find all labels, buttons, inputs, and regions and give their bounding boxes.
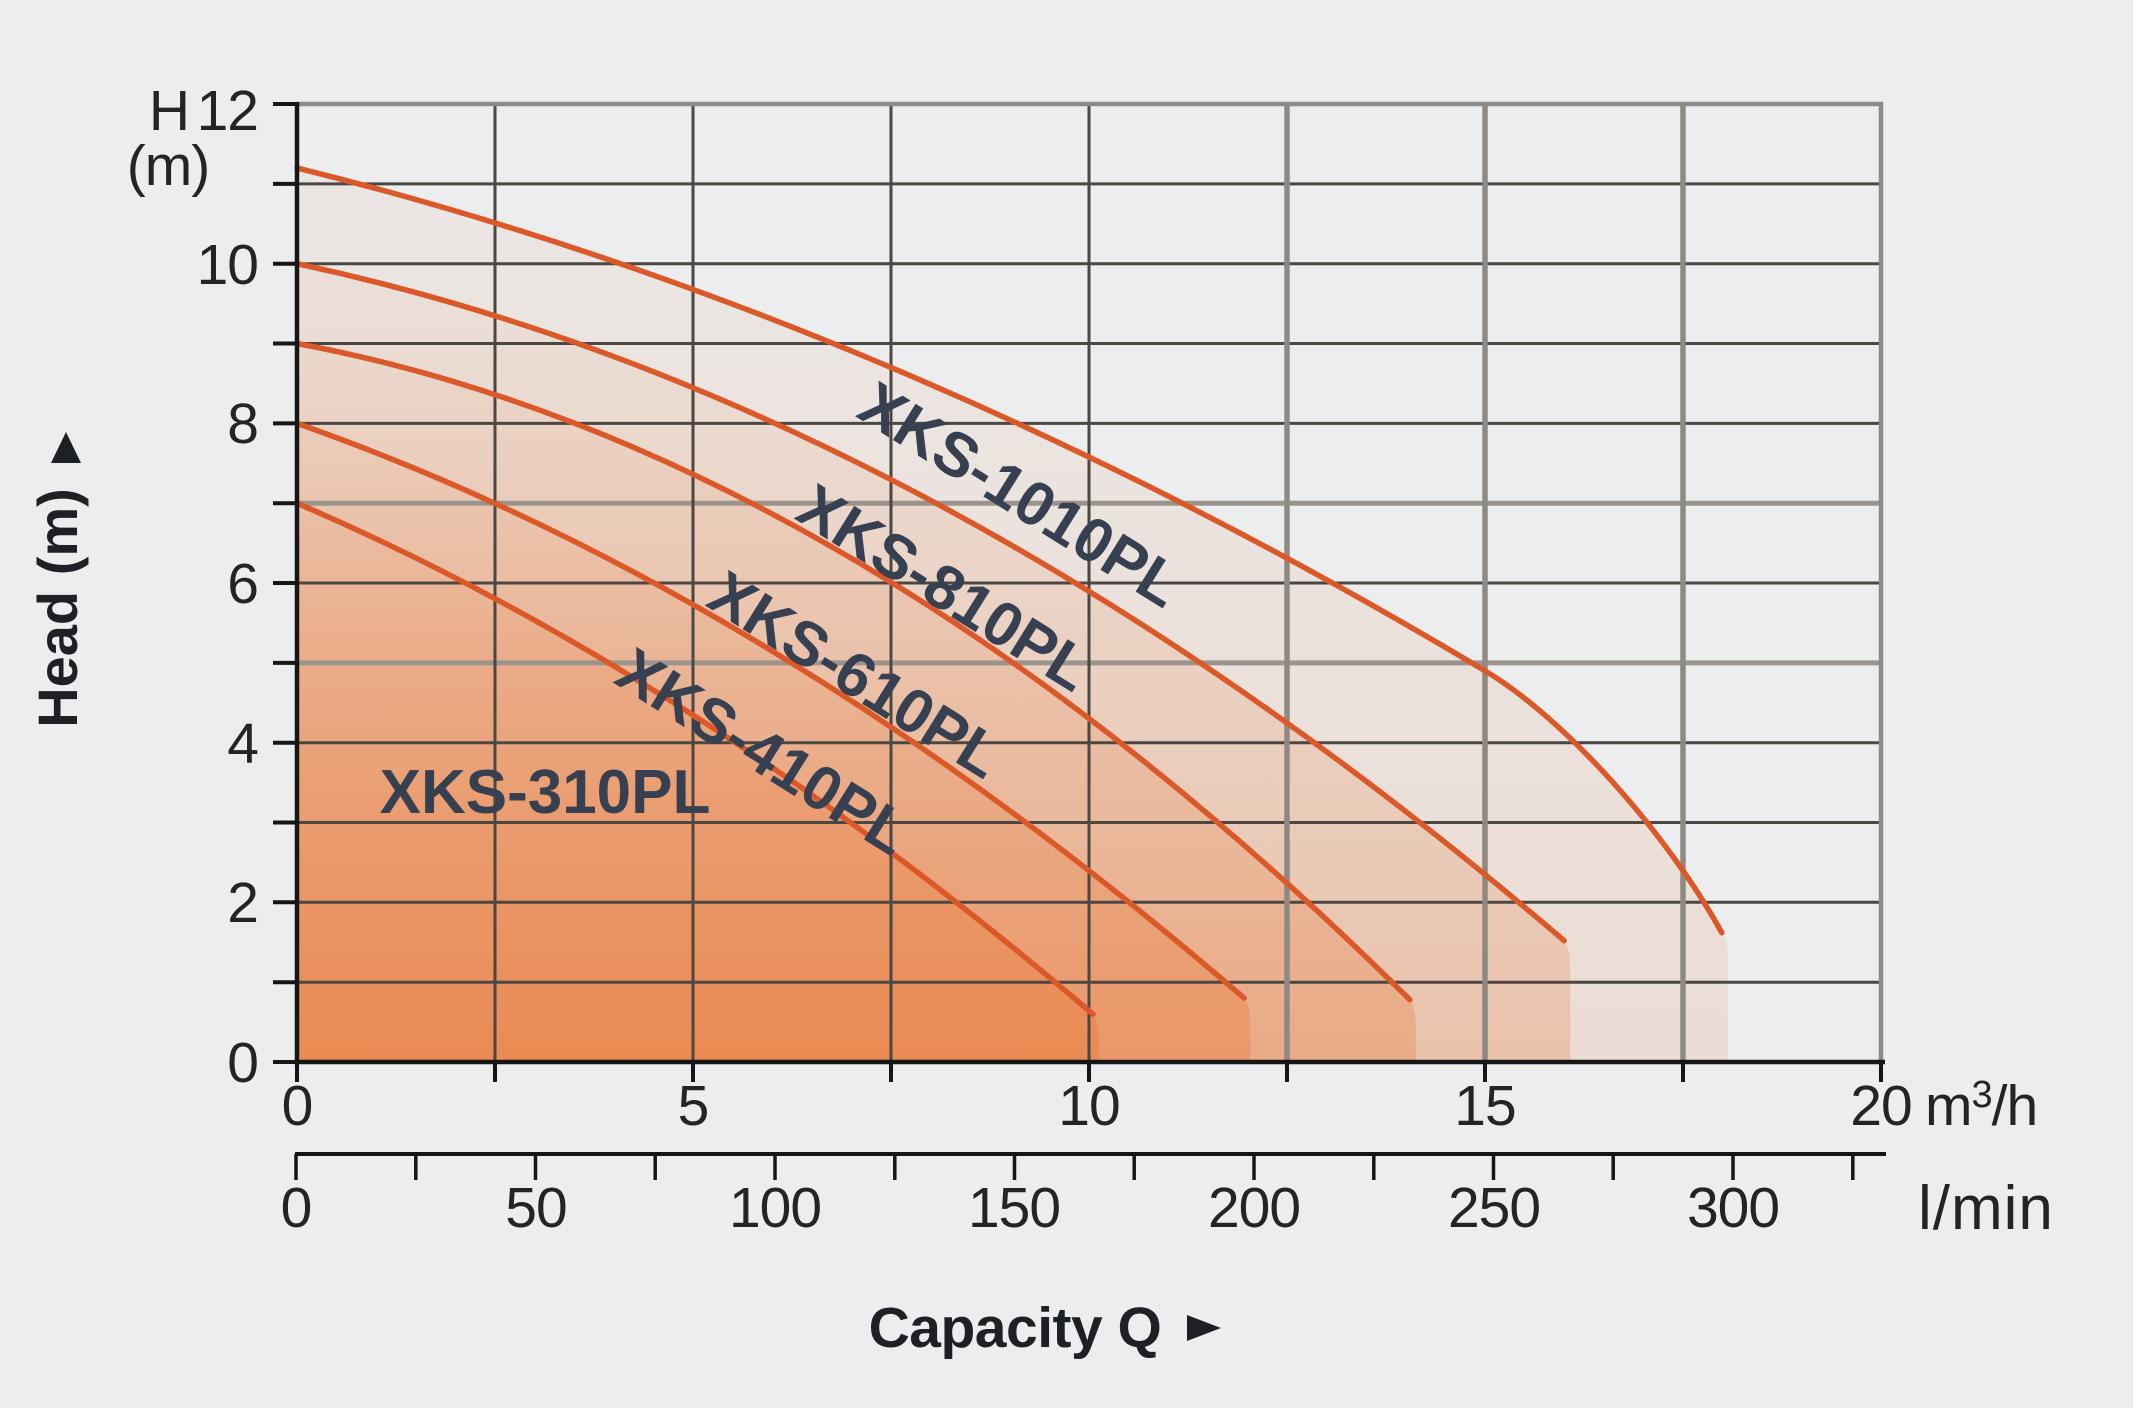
svg-text:12: 12 xyxy=(197,79,258,143)
svg-text:5: 5 xyxy=(678,1074,709,1138)
svg-text:50: 50 xyxy=(505,1176,566,1240)
svg-text:100: 100 xyxy=(729,1176,821,1240)
svg-text:0: 0 xyxy=(282,1074,313,1138)
svg-text:2: 2 xyxy=(227,871,258,935)
svg-text:4: 4 xyxy=(227,712,258,776)
svg-text:8: 8 xyxy=(227,392,258,456)
svg-text:l/min: l/min xyxy=(1918,1174,2054,1243)
svg-text:10: 10 xyxy=(1058,1074,1119,1138)
svg-text:10: 10 xyxy=(197,233,258,297)
svg-text:Capacity Q: Capacity Q xyxy=(869,1296,1162,1360)
svg-text:300: 300 xyxy=(1687,1176,1779,1240)
svg-text:250: 250 xyxy=(1448,1176,1540,1240)
svg-text:20: 20 xyxy=(1850,1074,1911,1138)
svg-text:0: 0 xyxy=(281,1176,312,1240)
svg-text:Head (m): Head (m) xyxy=(26,488,89,728)
svg-text:(m): (m) xyxy=(127,134,209,198)
svg-text:XKS-310PL: XKS-310PL xyxy=(380,758,711,827)
svg-text:0: 0 xyxy=(227,1031,258,1095)
svg-text:15: 15 xyxy=(1454,1074,1515,1138)
svg-text:150: 150 xyxy=(968,1176,1060,1240)
svg-text:200: 200 xyxy=(1208,1176,1300,1240)
svg-text:6: 6 xyxy=(227,552,258,616)
svg-text:H: H xyxy=(149,79,189,143)
